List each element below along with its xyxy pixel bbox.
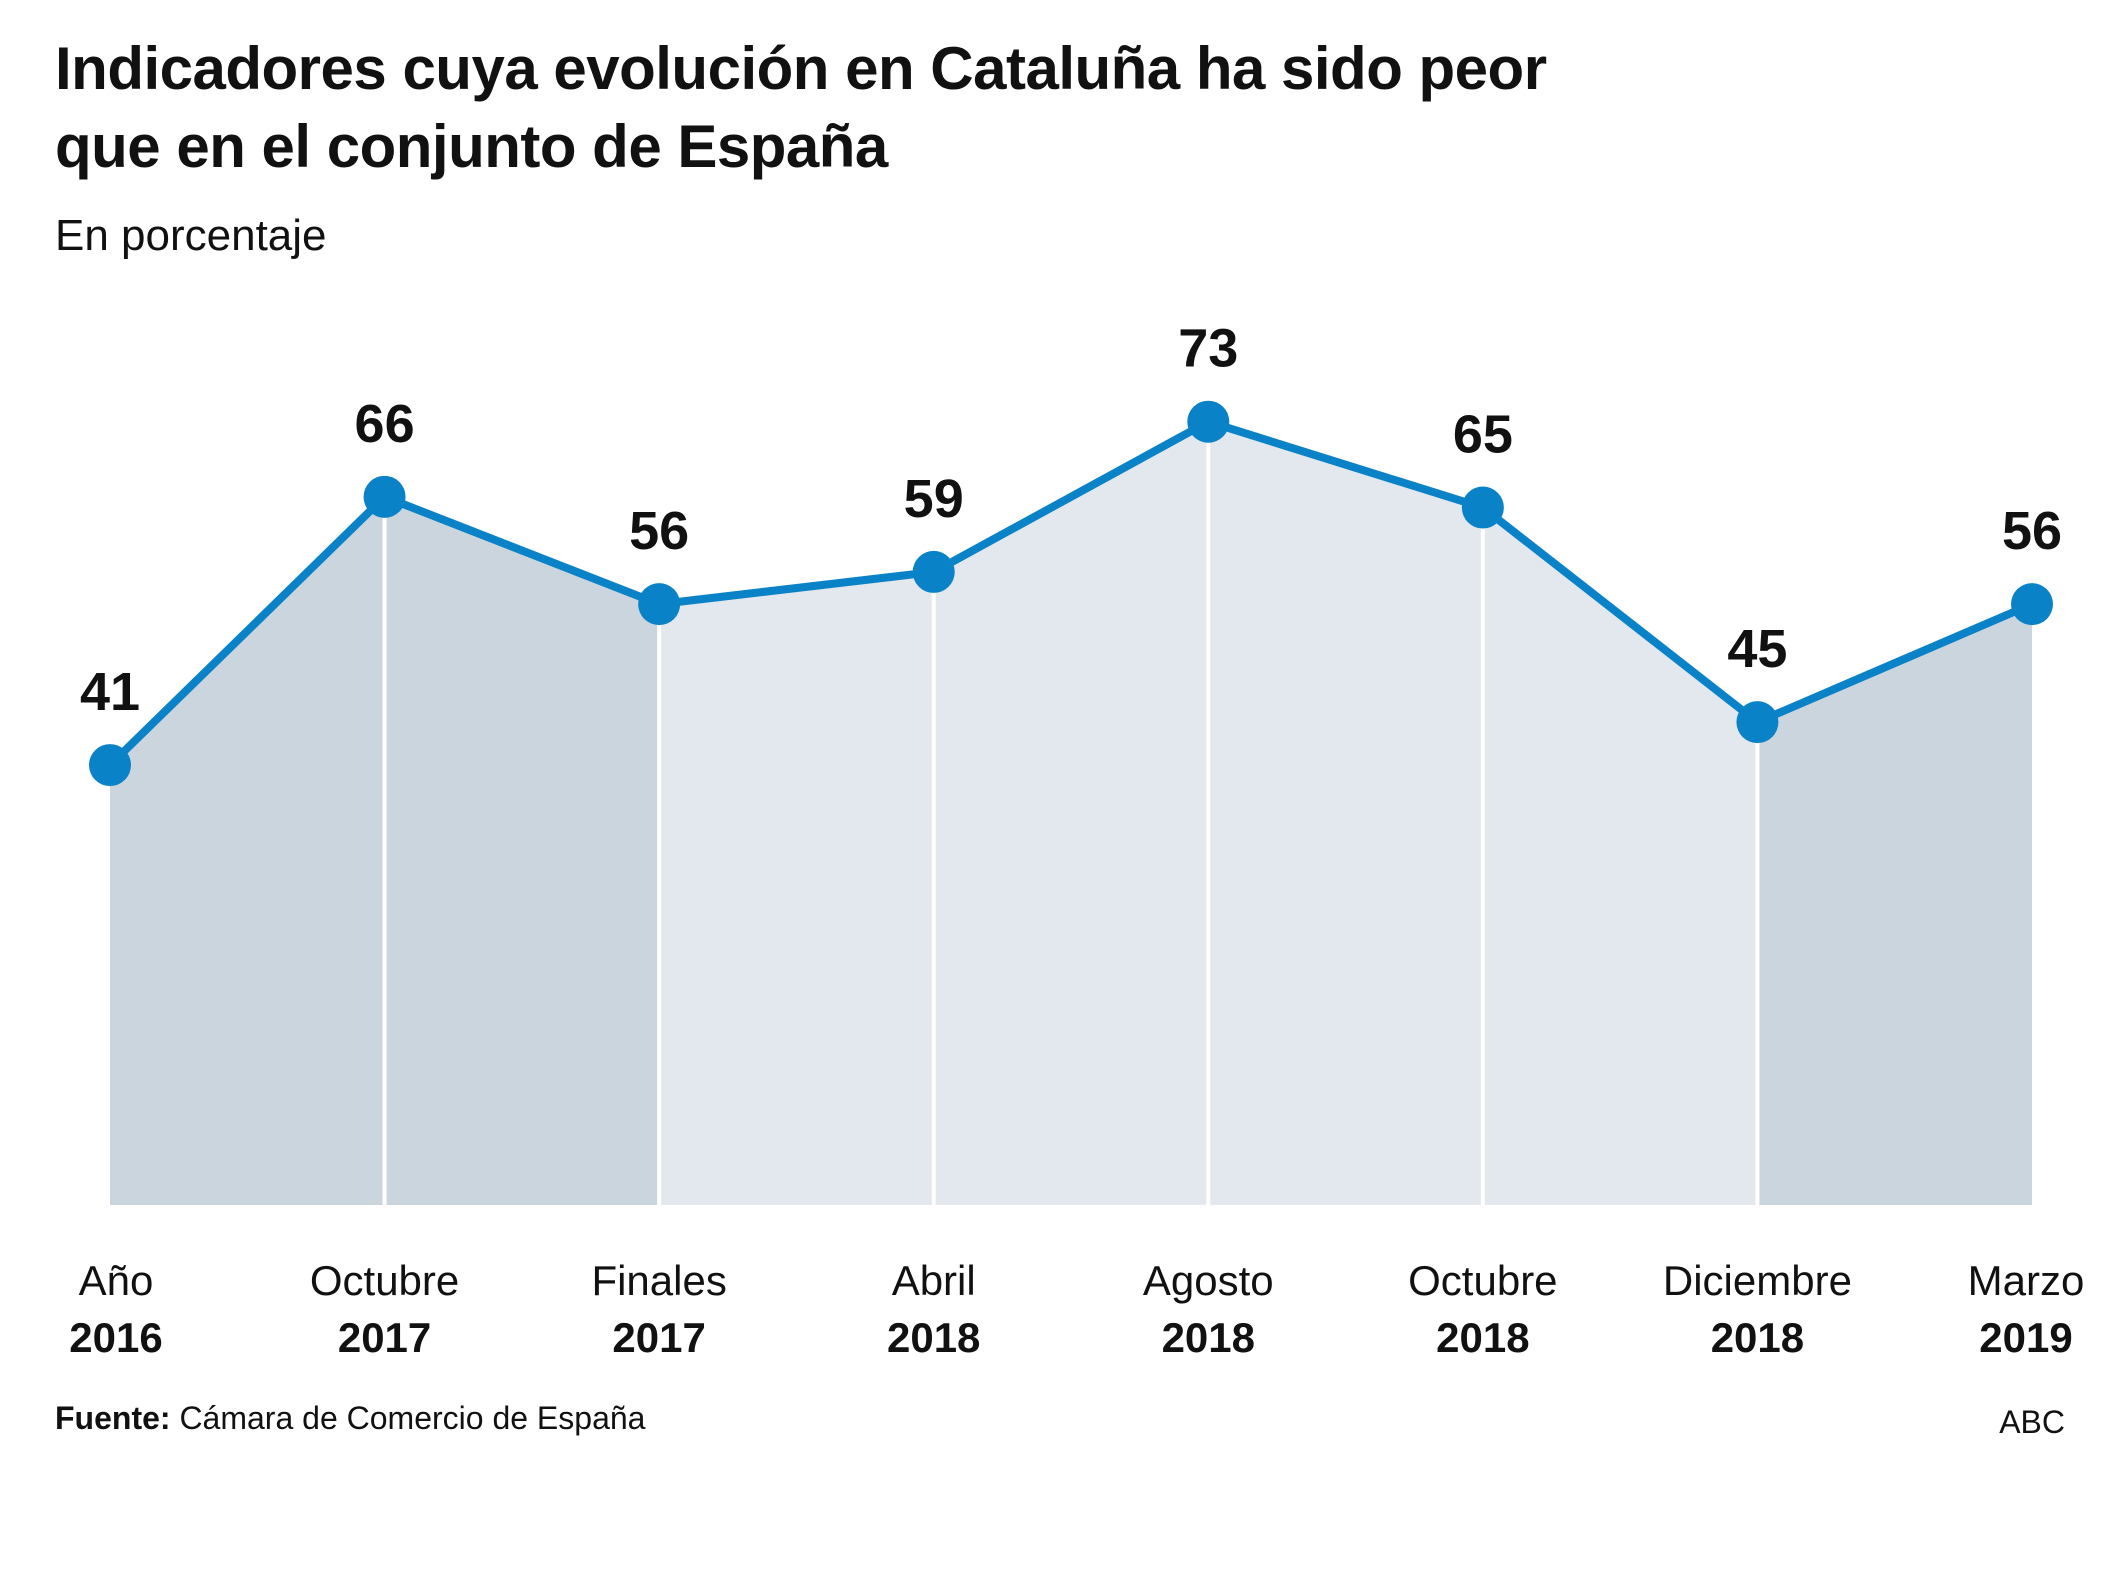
chart-title-line-1: Indicadores cuya evolución en Cataluña h… [55,35,1547,102]
value-label: 41 [80,662,140,722]
area-band [1208,421,1483,1206]
source-note: Fuente: Cámara de Comercio de España [55,1398,645,1438]
value-label: 45 [1727,619,1787,679]
chart-title: Indicadores cuya evolución en Cataluña h… [55,30,1955,186]
x-tick-month: Marzo [1968,1257,2085,1304]
data-point [2011,583,2053,626]
value-label: 73 [1178,319,1238,379]
x-tick-month: Finales [591,1257,726,1304]
data-series [89,400,2053,787]
source-label: Fuente: [55,1400,171,1436]
publisher-logo: ABC [1999,1404,2065,1440]
value-label: 56 [2002,501,2062,561]
data-point [1736,701,1779,744]
chart-title-line-2: que en el conjunto de España [55,113,888,180]
value-label: 66 [355,394,415,454]
x-tick-year: 2016 [69,1314,162,1361]
area-band [933,421,1209,1206]
data-point [912,550,955,593]
data-point [1187,400,1230,443]
data-point [363,475,406,518]
x-tick-year: 2017 [338,1314,431,1361]
area-band [659,571,934,1205]
area-band [1482,507,1758,1205]
area-band [110,496,385,1205]
area-band [1757,604,2032,1205]
source-text: Cámara de Comercio de España [179,1400,646,1436]
x-axis-labels: Año 2016 Octubre 2017 Finales 2017 Abril 2018 Ag… [69,1257,2084,1361]
x-tick-month: Abril [892,1257,976,1304]
data-point [1461,486,1504,529]
area-bands [110,421,2032,1206]
x-tick-month: Diciembre [1663,1257,1852,1304]
x-tick-year: 2018 [1711,1314,1804,1361]
value-label: 59 [904,469,964,529]
value-label: 65 [1453,405,1513,465]
x-tick-month: Año [79,1257,154,1304]
series-line [106,417,2036,770]
x-tick-year: 2018 [887,1314,980,1361]
x-tick-year: 2019 [1979,1314,2072,1361]
area-band [384,496,660,1205]
data-point [638,583,681,626]
band-dividers [382,421,1760,1205]
x-tick-year: 2018 [1436,1314,1529,1361]
value-label: 56 [629,501,689,561]
chart-subtitle: En porcentaje [55,211,327,260]
x-tick-month: Agosto [1143,1257,1274,1304]
x-tick-year: 2017 [612,1314,705,1361]
x-tick-year: 2018 [1162,1314,1255,1361]
value-labels: 41 66 56 59 73 65 45 56 [80,319,2062,722]
x-tick-month: Octubre [1408,1257,1557,1304]
x-tick-month: Octubre [310,1257,459,1304]
data-point [89,744,131,787]
